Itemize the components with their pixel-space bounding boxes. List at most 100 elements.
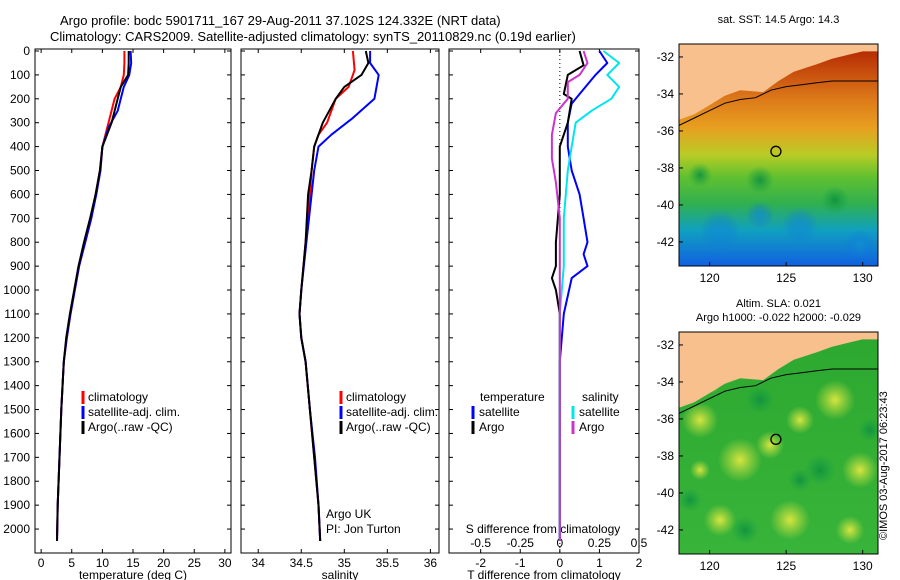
- y-tick-label: 700: [10, 211, 30, 225]
- sla-anomaly-blob: [858, 418, 878, 442]
- x-tick-label: -2: [475, 556, 486, 570]
- x-tick-label: 34.5: [290, 556, 314, 570]
- y-tick-label: 300: [10, 116, 30, 130]
- x-tick-label: 34: [252, 556, 266, 570]
- x-tick-label: 36: [424, 556, 438, 570]
- panel-frame: [34, 48, 232, 554]
- y-tick-label: -36: [657, 412, 675, 426]
- series-satellite-adj-clim-: [56, 50, 133, 542]
- s-axis-label: S difference from climatology: [466, 522, 621, 536]
- y-tick-label: -36: [657, 124, 675, 138]
- x-tick-label: 5: [68, 556, 75, 570]
- sla-anomaly-blob: [786, 406, 814, 434]
- y-tick-label: 1300: [3, 355, 30, 369]
- series-climatology: [298, 50, 356, 542]
- series-satellite-adj-clim-: [298, 51, 380, 542]
- y-tick-label: 0: [23, 44, 30, 58]
- y-tick-label: 1600: [3, 426, 30, 440]
- x-tick-label: 20: [157, 556, 171, 570]
- x-axis-label: T difference from climatology: [467, 568, 621, 580]
- legend-label: climatology: [88, 390, 148, 404]
- y-tick-label: -34: [657, 87, 675, 101]
- map-frame: [678, 331, 879, 555]
- panel-frame: [240, 48, 440, 554]
- shelf-contour-line: [679, 80, 878, 126]
- series-argo-raw-qc-: [56, 51, 130, 542]
- y-tick-label: 500: [10, 164, 30, 178]
- legend-label: satellite: [479, 405, 520, 419]
- legend-group-title: temperature: [480, 390, 545, 404]
- y-tick-label: 800: [10, 235, 30, 249]
- sla-anomaly-blob: [815, 380, 855, 420]
- sla-anomaly-blob: [746, 386, 774, 414]
- x-tick-label: -1: [515, 556, 526, 570]
- y-tick-label: 100: [10, 68, 30, 82]
- y-tick-label: -38: [657, 449, 675, 463]
- series-temperature-satellite: [558, 50, 609, 541]
- sst-field-blob: [746, 166, 774, 194]
- y-tick-label: 1200: [3, 331, 30, 345]
- sla-anomaly-blob: [756, 431, 784, 459]
- float-position-marker: [770, 145, 782, 157]
- sst-field-blob: [821, 186, 849, 214]
- sla-anomaly-blob: [718, 438, 762, 482]
- float-position-marker: [770, 433, 782, 445]
- series-climatology: [56, 51, 126, 542]
- map-frame: [678, 43, 879, 267]
- map-subtitle: Argo h1000: -0.022 h2000: -0.029: [696, 312, 861, 324]
- y-tick-label: -32: [657, 338, 675, 352]
- s-tick-label: 0.25: [588, 536, 612, 550]
- s-tick-label: -0.25: [507, 536, 535, 550]
- sla-anomaly-blob: [704, 504, 736, 536]
- sla-anomaly-blob: [690, 460, 710, 480]
- land-mass: [679, 332, 878, 408]
- x-tick-label: 0: [38, 556, 45, 570]
- x-tick-label: 25: [188, 556, 202, 570]
- x-tick-label: 10: [96, 556, 110, 570]
- map-title: sat. SST: 14.5 Argo: 14.3: [718, 14, 840, 26]
- header-line-1: Argo profile: bodc 5901711_167 29-Aug-20…: [60, 13, 501, 28]
- s-tick-label: 0: [556, 536, 563, 550]
- y-tick-label: -32: [657, 50, 675, 64]
- y-tick-label: 900: [10, 259, 30, 273]
- legend-label: Argo(..raw -QC): [88, 420, 173, 434]
- y-tick-label: 200: [10, 92, 30, 106]
- shelf-contour-line: [679, 368, 878, 414]
- map-sla-map: Altim. SLA: 0.021 Argo h1000: -0.022 h200…: [657, 298, 879, 573]
- x-tick-label: 2: [636, 556, 643, 570]
- y-tick-label: 400: [10, 140, 30, 154]
- legend-label: satellite: [579, 405, 620, 419]
- annotation-text: PI: Jon Turton: [326, 522, 401, 536]
- panel-difference: -2 -1 0 1 2 T difference from climatology -0.5…: [448, 48, 648, 580]
- y-tick-label: 600: [10, 187, 30, 201]
- legend-label: satellite-adj. clim.: [88, 405, 180, 419]
- y-tick-label: 2000: [3, 522, 30, 536]
- series-temperature-argo: [550, 50, 585, 541]
- series-salinity-argo: [550, 50, 589, 541]
- x-tick-label: 1: [596, 556, 603, 570]
- legend-group-title: salinity: [582, 390, 619, 404]
- x-axis-label: temperature (deg C): [79, 568, 187, 580]
- sla-anomaly-blob: [836, 516, 864, 544]
- legend-label: Argo: [579, 420, 605, 434]
- y-tick-label: -34: [657, 375, 675, 389]
- legend-label: satellite-adj. clim.: [346, 405, 438, 419]
- sst-field-blob: [700, 210, 740, 250]
- annotation-text: Argo UK: [326, 507, 371, 521]
- y-tick-label: -40: [657, 486, 675, 500]
- y-tick-label: 1800: [3, 474, 30, 488]
- x-tick-label: 120: [700, 559, 720, 573]
- s-tick-label: 0.5: [631, 536, 648, 550]
- y-tick-label: 1700: [3, 450, 30, 464]
- sla-anomaly-blob: [770, 500, 810, 540]
- sst-field-blob: [844, 229, 876, 261]
- header-line-2: Climatology: CARS2009. Satellite-adjuste…: [50, 29, 576, 44]
- sst-field-blob: [688, 163, 712, 187]
- y-tick-label: -38: [657, 161, 675, 175]
- x-tick-label: 30: [218, 556, 232, 570]
- map-title: Altim. SLA: 0.021: [736, 298, 821, 310]
- sst-field-blob: [746, 201, 774, 229]
- sla-anomaly-blob: [731, 516, 759, 544]
- sla-anomaly-blob: [804, 454, 836, 486]
